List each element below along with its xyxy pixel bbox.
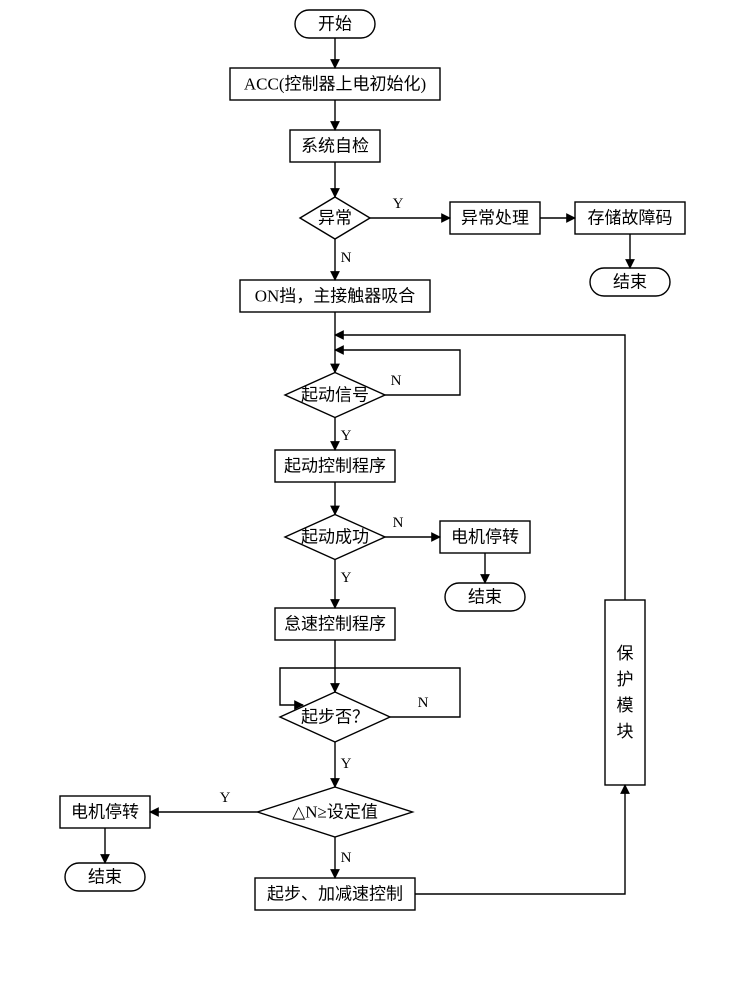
label-deltan: △N≥设定值 (292, 803, 378, 822)
label-ongear: ON挡，主接触器吸合 (255, 287, 416, 306)
edge-label-15: N (418, 695, 429, 711)
process-protect (605, 600, 645, 785)
edge-label-19: N (341, 850, 352, 866)
label-start: 开始 (318, 15, 352, 34)
edge-label-3: Y (393, 196, 404, 212)
edge-label-13: Y (341, 570, 352, 586)
label-launch: 起步否？ (301, 708, 369, 727)
edge-20 (415, 785, 625, 894)
label-end1: 结束 (613, 273, 647, 292)
label-startctrl: 起动控制程序 (284, 457, 386, 476)
label-motorstop2: 电机停转 (71, 803, 139, 822)
svg-text:块: 块 (617, 722, 634, 741)
svg-text:护: 护 (617, 670, 634, 689)
edge-label-9: Y (341, 428, 352, 444)
label-storecode: 存储故障码 (588, 209, 673, 228)
label-exchandle: 异常处理 (461, 209, 529, 228)
label-acc: ACC(控制器上电初始化) (244, 75, 426, 94)
label-idlectrl: 怠速控制程序 (284, 615, 386, 634)
svg-text:模: 模 (617, 696, 634, 715)
label-end3: 结束 (88, 868, 122, 887)
label-startsig: 起动信号 (301, 386, 369, 405)
label-selfcheck: 系统自检 (301, 137, 369, 156)
edge-label-6: N (341, 250, 352, 266)
edge-label-17: Y (220, 790, 231, 806)
label-accelctrl: 起步、加减速控制 (267, 885, 403, 904)
label-abnormal: 异常 (318, 209, 352, 228)
edge-label-8: N (391, 373, 402, 389)
edge-label-16: Y (341, 756, 352, 772)
label-motorstop1: 电机停转 (451, 528, 519, 547)
label-end2: 结束 (468, 588, 502, 607)
edge-label-11: N (393, 515, 404, 531)
svg-text:保: 保 (617, 644, 634, 663)
label-startok: 起动成功 (301, 528, 369, 547)
